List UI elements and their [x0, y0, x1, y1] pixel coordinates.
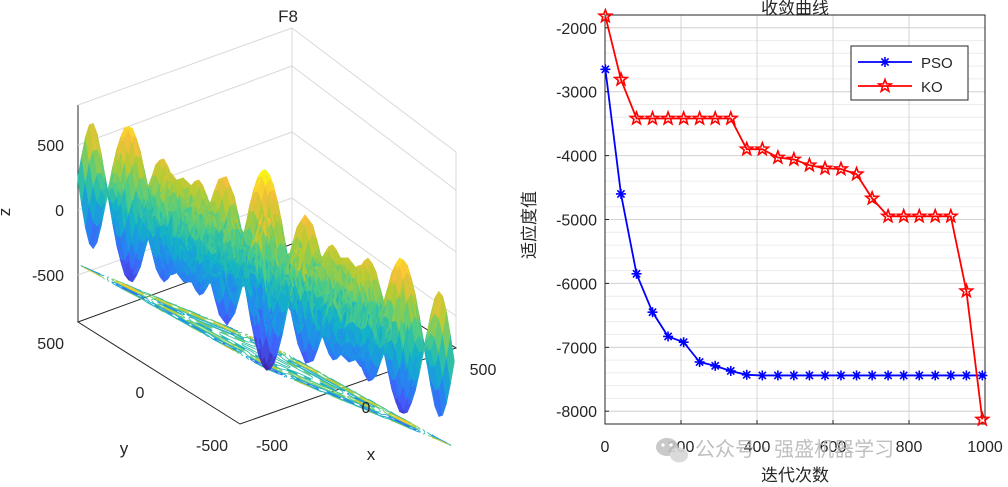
- data-point-pso: [977, 370, 988, 381]
- data-point-pso: [694, 357, 705, 368]
- chart-y-axis-label: 适应度值: [520, 191, 540, 259]
- x-tick-label: 600: [820, 439, 847, 456]
- data-point-ko: [801, 156, 818, 173]
- x-tick-label: 400: [744, 439, 771, 456]
- f8-surface: [77, 123, 455, 417]
- data-point-ko: [973, 410, 991, 427]
- data-point-pso: [663, 331, 674, 342]
- z-tick-label: 500: [37, 138, 64, 155]
- data-point-pso: [710, 360, 721, 371]
- data-point-pso: [820, 370, 831, 381]
- data-point-ko: [691, 109, 709, 126]
- data-point-ko: [596, 7, 614, 24]
- z-axis-label: z: [0, 208, 14, 217]
- y-tick-label: 0: [136, 385, 145, 402]
- y-tick-label: -6000: [556, 276, 597, 293]
- y-tick-label: -4000: [556, 149, 597, 166]
- data-point-pso: [930, 370, 941, 381]
- data-point-pso: [883, 370, 894, 381]
- legend-label-pso: PSO: [921, 55, 953, 72]
- data-point-pso: [631, 268, 642, 279]
- data-point-pso: [741, 369, 752, 380]
- legend-marker-pso: [880, 57, 890, 67]
- surface-title: F8: [278, 7, 298, 26]
- data-point-ko: [848, 165, 865, 182]
- y-tick-label: 500: [37, 336, 64, 353]
- data-point-ko: [942, 207, 960, 224]
- data-point-ko: [910, 207, 928, 224]
- x-axis-label: x: [367, 445, 376, 464]
- data-point-ko: [644, 109, 661, 126]
- x-tick-label: 0: [362, 400, 371, 417]
- data-point-pso: [945, 370, 956, 381]
- x-tick-label: 500: [470, 362, 497, 379]
- x-tick-label: 0: [601, 439, 610, 456]
- data-point-pso: [725, 365, 736, 376]
- data-point-pso: [851, 370, 862, 381]
- y-tick-label: -500: [196, 438, 228, 455]
- data-point-ko: [738, 140, 756, 157]
- data-point-pso: [914, 370, 925, 381]
- surface-patch: [446, 335, 455, 384]
- data-point-ko: [816, 159, 834, 176]
- watermark: 公众号 · 强盛机器学习: [656, 437, 894, 463]
- data-point-pso: [961, 370, 972, 381]
- data-point-pso: [615, 188, 626, 199]
- data-point-pso: [600, 64, 611, 75]
- data-point-ko: [675, 109, 693, 126]
- data-point-pso: [898, 370, 909, 381]
- data-point-ko: [863, 189, 881, 206]
- data-point-ko: [769, 148, 787, 165]
- data-point-ko: [753, 140, 771, 157]
- series-line-ko: [604, 16, 984, 420]
- surface-plot: F8 500 0 -500 z 500 0 -500 y -500 0 500 …: [0, 7, 496, 464]
- data-point-pso: [647, 307, 658, 318]
- data-point-pso: [757, 370, 768, 381]
- x-tick-label: 800: [896, 439, 923, 456]
- data-point-ko: [926, 207, 944, 224]
- legend-items: PSO KO: [858, 55, 953, 96]
- data-point-ko: [722, 109, 740, 126]
- legend-marker-ko: [876, 77, 894, 94]
- data-point-pso: [867, 370, 878, 381]
- watermark-text: 公众号 · 强盛机器学习: [695, 437, 894, 461]
- z-tick-label: -500: [32, 268, 64, 285]
- chart-legend: PSO KO: [850, 45, 969, 101]
- data-point-pso: [772, 370, 783, 381]
- data-point-pso: [804, 370, 815, 381]
- wechat-icon: [656, 438, 688, 463]
- y-tick-label: -3000: [556, 85, 597, 102]
- chart-x-axis-label: 迭代次数: [761, 466, 829, 486]
- y-tick-label: -8000: [556, 404, 597, 421]
- x-tick-label: -500: [256, 438, 288, 455]
- y-tick-label: -7000: [556, 340, 597, 357]
- data-point-ko: [785, 150, 803, 167]
- data-point-pso: [788, 370, 799, 381]
- data-point-ko: [612, 70, 630, 87]
- data-point-ko: [879, 207, 897, 224]
- data-point-ko: [832, 160, 850, 177]
- data-point-pso: [835, 370, 846, 381]
- data-point-ko: [628, 109, 645, 126]
- z-tick-label: 0: [55, 203, 64, 220]
- data-point-ko: [895, 207, 913, 224]
- data-point-ko: [957, 282, 975, 299]
- y-tick-label: -5000: [556, 213, 597, 230]
- y-tick-label: -2000: [556, 21, 597, 38]
- data-point-ko: [659, 109, 677, 126]
- x-tick-label: 1000: [967, 439, 1003, 456]
- legend-box: [850, 45, 969, 101]
- chart-series: [596, 7, 991, 427]
- y-axis-label: y: [120, 439, 129, 458]
- data-point-pso: [678, 337, 689, 348]
- data-point-ko: [706, 109, 724, 126]
- chart-title: 收敛曲线: [761, 0, 829, 19]
- legend-label-ko: KO: [921, 79, 943, 96]
